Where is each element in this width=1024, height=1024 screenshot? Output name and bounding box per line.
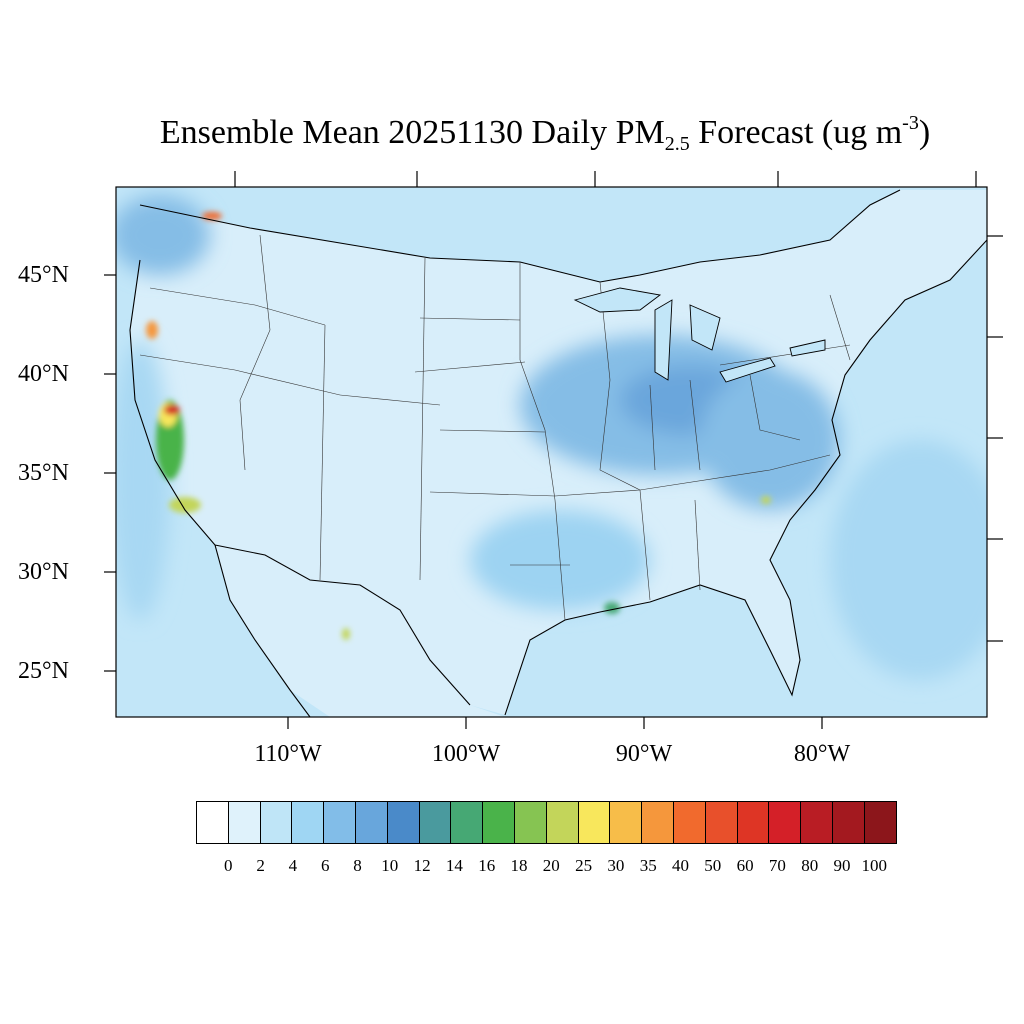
- colorbar-swatch: [800, 801, 832, 844]
- colorbar-swatch: [227, 801, 260, 844]
- colorbar-swatch: [768, 801, 801, 844]
- lon-ticks: [234, 171, 977, 729]
- colorbar-tick-label: 80: [801, 856, 819, 875]
- colorbar-swatch: [386, 801, 419, 844]
- northwest-region: [116, 195, 210, 275]
- lat-ticks: [104, 274, 116, 672]
- seattle-hotspot: [202, 212, 222, 220]
- colorbar-tick-label: 2: [256, 856, 265, 875]
- colorbar-tick-label: 10: [381, 856, 399, 875]
- lon-label-80: 80°W: [793, 741, 851, 767]
- colorbar-swatch: [354, 801, 387, 844]
- map-field: [116, 187, 987, 717]
- colorbar-tick-label: 0: [224, 856, 233, 875]
- pacific-region: [116, 340, 170, 620]
- colorbar-swatch: [482, 801, 514, 844]
- colorbar-tick-label: 40: [672, 856, 689, 875]
- colorbar-swatch: [641, 801, 673, 844]
- mexico-field: [215, 545, 505, 717]
- colorbar-swatch: [259, 801, 292, 844]
- map-frame: [115, 186, 988, 718]
- colorbar-swatch: [545, 801, 578, 844]
- colorbar-tick-label: 20: [542, 856, 560, 875]
- lon-label-100: 100°W: [431, 741, 501, 767]
- colorbar-swatch: [609, 801, 642, 844]
- colorbar-swatch: [450, 801, 483, 844]
- hotspots: [146, 212, 771, 640]
- colorbar-tick-label: 4: [288, 856, 298, 875]
- mexico-hotspot: [342, 628, 350, 640]
- atlantic-region: [830, 440, 987, 680]
- colorbar-swatch: [323, 801, 355, 844]
- colorbar-tick-label: 12: [413, 856, 431, 875]
- lon-label-110: 110°W: [254, 741, 322, 767]
- louisiana-hotspot: [604, 602, 620, 614]
- colorbar-tick-label: 90: [833, 856, 851, 875]
- colorbar-tick-label: 6: [320, 856, 330, 875]
- colorbar-tick-label: 70: [768, 856, 786, 875]
- colorbar-tick-label: 25: [575, 856, 593, 875]
- carolina-hotspot: [761, 496, 771, 504]
- lat-label-45: 45°N: [18, 262, 69, 288]
- lat-label-35: 35°N: [18, 460, 69, 486]
- colorbar-swatch: [291, 801, 324, 844]
- colorbar: [196, 801, 897, 844]
- colorbar-swatch: [418, 801, 451, 844]
- right-ticks: [987, 235, 1003, 642]
- colorbar-tick-label: 14: [445, 856, 463, 875]
- great-lakes: [573, 287, 826, 383]
- lat-label-40: 40°N: [18, 361, 69, 387]
- colorbar-swatch: [196, 801, 228, 844]
- colorbar-swatch: [513, 801, 546, 844]
- east-region: [700, 370, 840, 510]
- colorbar-tick-label: 30: [607, 856, 625, 875]
- colorbar-tick-label: 8: [353, 856, 362, 875]
- colorbar-swatch: [672, 801, 705, 844]
- sacramento-peak: [164, 405, 180, 415]
- colorbar-tick-label: 35: [639, 856, 657, 875]
- colorbar-swatch: [863, 801, 897, 844]
- colorbar-tick-label: 18: [510, 856, 528, 875]
- map-title: Ensemble Mean 20251130 Daily PM2.5 Forec…: [159, 112, 931, 155]
- lat-label-30: 30°N: [18, 559, 69, 585]
- lat-label-25: 25°N: [18, 658, 69, 684]
- colorbar-swatch: [736, 801, 769, 844]
- colorbar-swatch: [704, 801, 737, 844]
- state-borders: [139, 234, 851, 621]
- colorbar-swatch: [577, 801, 610, 844]
- colorbar-swatch: [831, 801, 864, 844]
- coastline: [129, 189, 987, 717]
- lon-label-90: 90°W: [615, 741, 673, 767]
- los-angeles-hotspot: [169, 497, 201, 513]
- oregon-hotspot: [146, 321, 158, 339]
- colorbar-tick-label: 100: [861, 856, 888, 875]
- colorbar-tick-label: 60: [736, 856, 754, 875]
- colorbar-tick-label: 16: [478, 856, 496, 875]
- colorbar-tick-label: 50: [704, 856, 722, 875]
